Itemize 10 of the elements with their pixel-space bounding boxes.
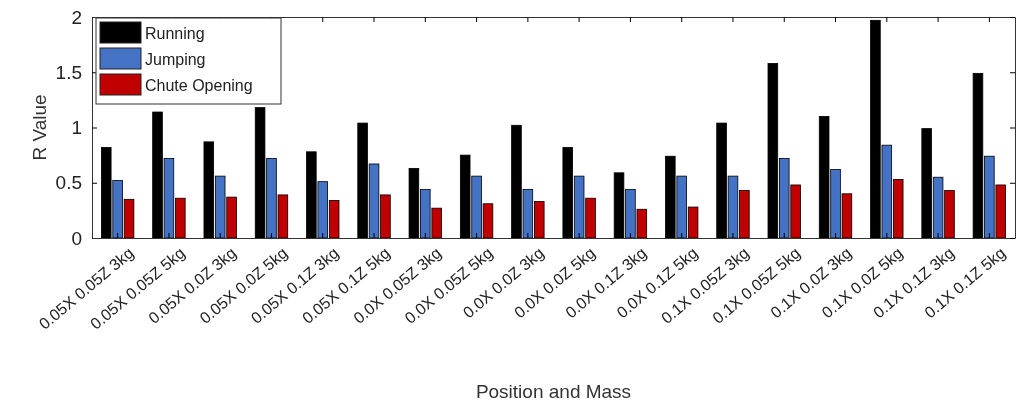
y-tick-label: 0.5 [55,172,82,194]
y-tick-label: 1.5 [55,61,82,83]
x-axis-title: Position and Mass [475,381,632,402]
legend-label: Chute Opening [145,77,253,94]
y-tick-label: 2 [71,6,82,28]
y-tick-label: 1 [71,117,82,139]
y-tick-label: 0 [71,227,82,249]
legend-label: Running [145,25,205,42]
y-axis-title: R Value [29,94,50,161]
legend-label: Jumping [145,51,206,68]
